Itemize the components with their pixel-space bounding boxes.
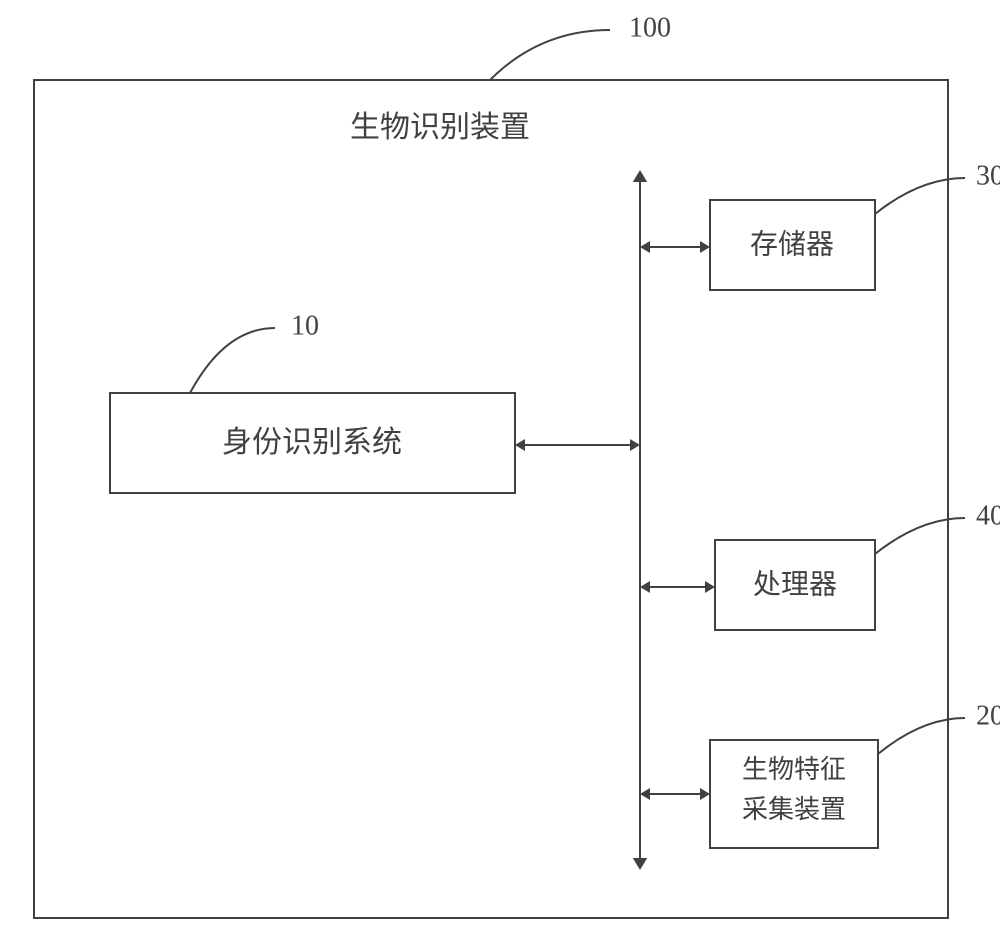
bio-capture-label-line1: 生物特征	[742, 755, 846, 784]
memory-label: 存储器	[750, 228, 834, 260]
outer-box-title: 生物识别装置	[350, 111, 530, 144]
bio-capture-ref: 20	[976, 700, 1000, 731]
outer-container-box	[34, 80, 948, 918]
identity-system-label: 身份识别系统	[222, 426, 402, 459]
identity-system-ref: 10	[291, 310, 319, 341]
processor-ref: 40	[976, 500, 1000, 531]
processor-label: 处理器	[753, 568, 837, 600]
outer-box-ref: 100	[629, 12, 671, 43]
bio-capture-label-line2: 采集装置	[742, 795, 846, 824]
memory-ref: 30	[976, 160, 1000, 191]
